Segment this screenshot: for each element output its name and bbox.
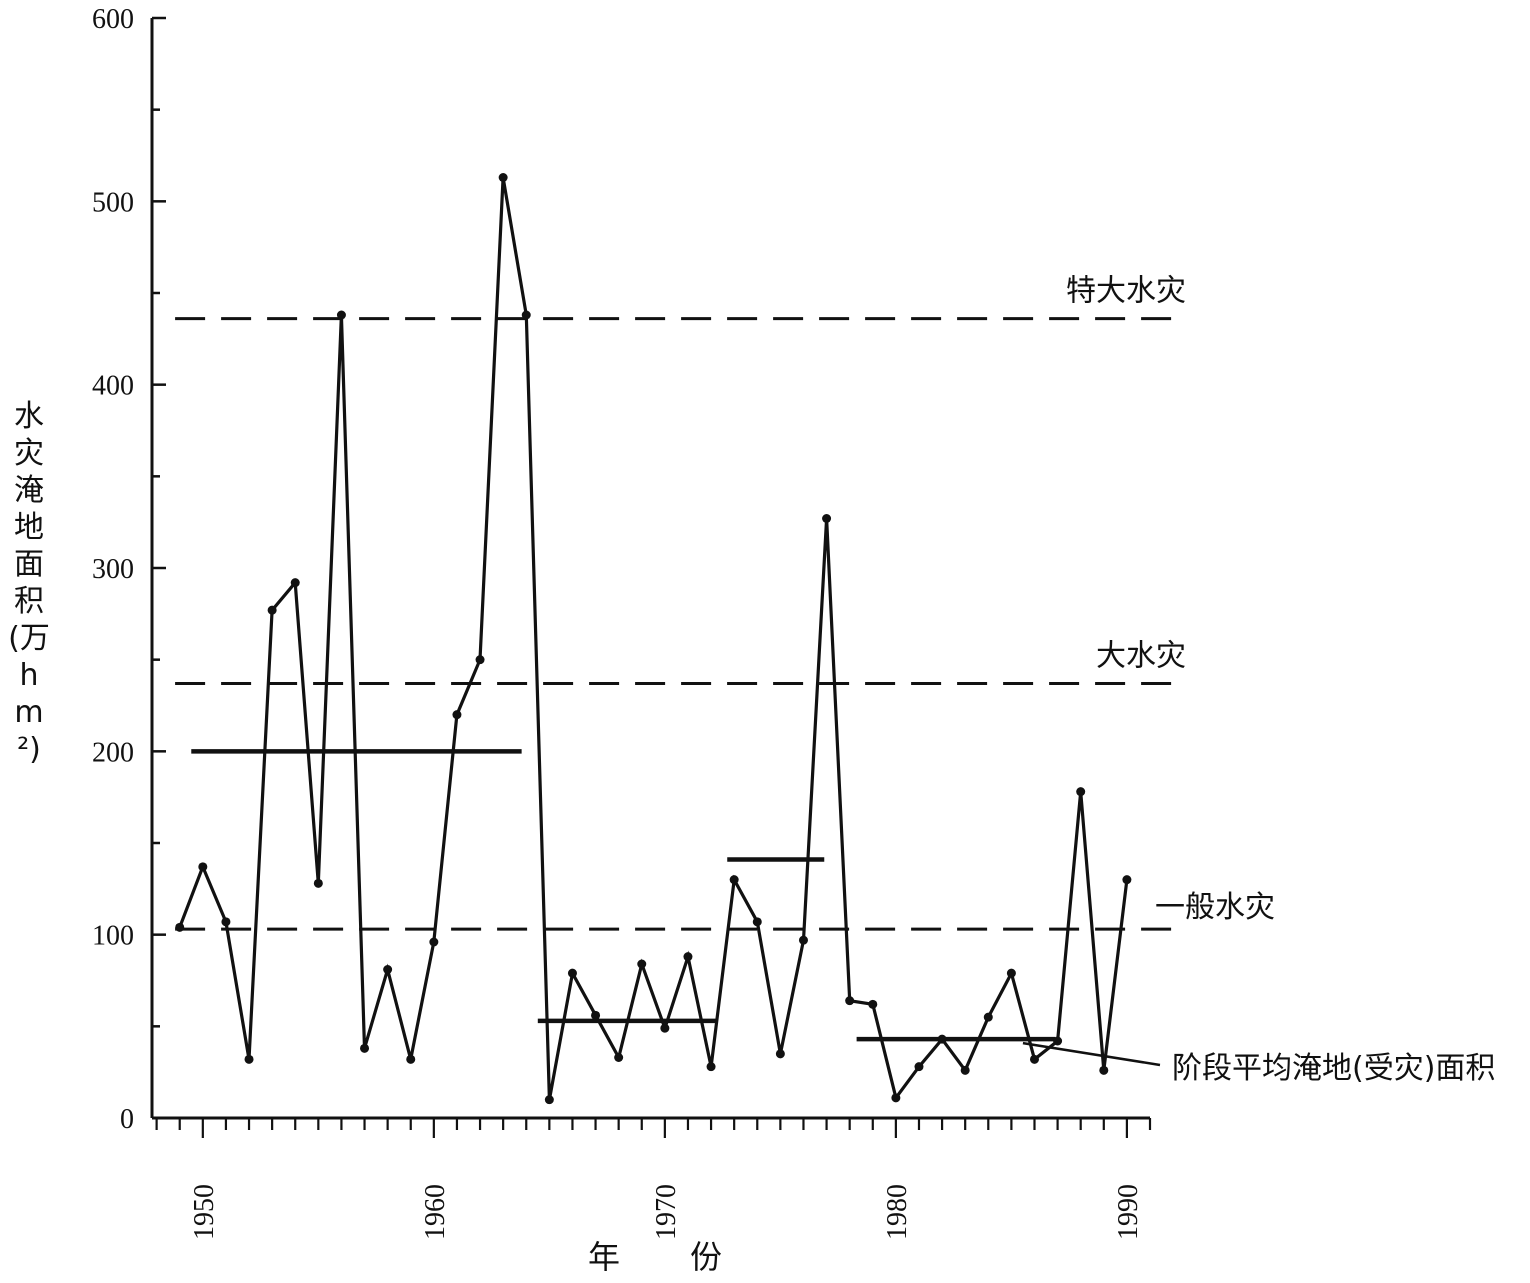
- annotation-label: 阶段平均淹地(受灾)面积: [1172, 1051, 1495, 1086]
- data-point: [798, 935, 808, 945]
- annotation-leader: [1022, 1041, 1161, 1067]
- axes: 0 100 200 300 400 500 600 1950 1960 1970 1980 1990: [92, 4, 1152, 1240]
- data-point: [1122, 875, 1132, 885]
- data-point: [937, 1034, 947, 1044]
- data-point: [313, 878, 323, 888]
- data-point: [336, 310, 346, 320]
- x-tick-label: 1960: [420, 1184, 451, 1240]
- data-point: [1029, 1054, 1039, 1064]
- data-point: [845, 996, 855, 1006]
- data-point: [267, 605, 277, 615]
- data-point: [244, 1054, 254, 1064]
- data-point: [452, 710, 462, 720]
- data-point: [637, 959, 647, 969]
- y-tick-label: 0: [120, 1104, 134, 1135]
- y-tick-label: 400: [92, 371, 134, 402]
- y-tick-label: 100: [92, 921, 134, 952]
- data-point: [614, 1053, 624, 1062]
- threshold-label: 一般水灾: [1155, 890, 1275, 925]
- data-point: [360, 1043, 370, 1053]
- data-point: [706, 1062, 716, 1072]
- data-point: [914, 1062, 924, 1072]
- data-point: [1053, 1036, 1063, 1046]
- data-point: [891, 1093, 901, 1103]
- data-point: [752, 917, 762, 927]
- x-tick-label: 1980: [882, 1184, 913, 1240]
- y-axis-label: 水灾淹地面积(万hm²): [8, 399, 50, 767]
- data-point: [683, 952, 693, 962]
- data-series: [175, 173, 1132, 1105]
- x-axis-label: 年份: [587, 1238, 792, 1276]
- data-point: [822, 514, 832, 523]
- data-point: [868, 999, 878, 1009]
- x-tick-label: 1970: [651, 1184, 682, 1240]
- y-tick-label: 300: [92, 554, 134, 585]
- data-point: [983, 1012, 993, 1022]
- data-point: [221, 917, 231, 927]
- y-tick-label: 600: [92, 4, 134, 35]
- data-point: [175, 922, 185, 932]
- data-point: [498, 173, 508, 182]
- data-point: [775, 1049, 785, 1059]
- data-point: [567, 968, 577, 978]
- y-tick-label: 500: [92, 187, 134, 218]
- series-line: [178, 177, 1129, 1102]
- data-point: [1006, 968, 1016, 978]
- x-tick-label: 1990: [1113, 1184, 1144, 1240]
- data-point: [729, 875, 739, 885]
- data-point: [475, 655, 485, 665]
- data-point: [429, 937, 439, 947]
- threshold-lines: [175, 317, 1180, 931]
- data-point: [960, 1065, 970, 1075]
- data-point: [383, 965, 393, 974]
- data-point: [544, 1095, 554, 1105]
- data-point: [521, 310, 531, 320]
- data-point: [660, 1023, 670, 1033]
- x-tick-label: 1950: [189, 1184, 220, 1240]
- data-point: [198, 862, 208, 872]
- y-tick-label: 200: [92, 737, 134, 768]
- data-point: [1076, 787, 1086, 797]
- threshold-label: 特大水灾: [1066, 274, 1186, 309]
- threshold-label: 大水灾: [1096, 639, 1186, 674]
- data-point: [406, 1054, 416, 1064]
- data-point: [1099, 1065, 1109, 1075]
- data-point: [290, 578, 300, 588]
- data-point: [591, 1010, 601, 1020]
